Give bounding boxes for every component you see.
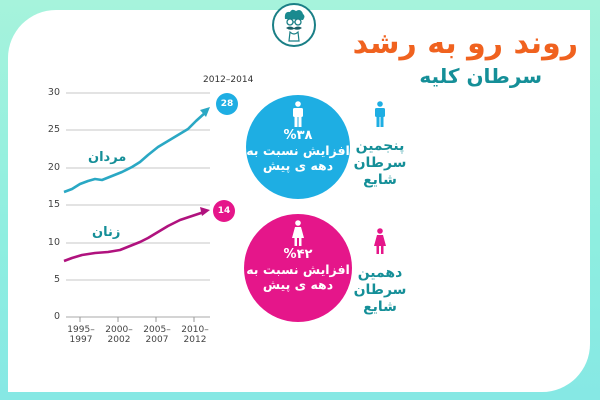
women-increase-percent: %۴۲: [283, 247, 313, 262]
women-series-line: [63, 210, 205, 263]
men-series-label: مردان: [88, 150, 127, 165]
women-increase-desc-line2: دهه ی پیش: [262, 277, 334, 292]
x-label: 2005– 2007: [143, 325, 171, 345]
female-figure-icon: [374, 228, 386, 254]
women-rank-line2: سرطان: [353, 282, 407, 298]
women-end-value-badge: 14: [213, 200, 235, 222]
period-label: 2012–2014: [203, 75, 254, 85]
y-label: 25: [47, 124, 60, 136]
x-label: 2000– 2002: [105, 325, 133, 345]
x-label: 2010– 2012: [181, 325, 209, 345]
page-title: روند رو به رشد: [352, 26, 579, 61]
x-label: 1995– 1997: [67, 325, 95, 345]
y-label: 5: [53, 273, 60, 285]
women-rank-line3: شایع: [363, 299, 397, 315]
men-rank-line2: سرطان: [353, 155, 407, 171]
y-label: 10: [47, 236, 60, 248]
men-increase-desc-line2: دهه ی پیش: [262, 158, 334, 173]
women-rank-line1: دهمین: [357, 265, 403, 281]
men-arrowhead: [200, 107, 210, 117]
men-rank-block: پنجمین سرطان شایع: [345, 100, 415, 189]
men-end-value-badge: 28: [216, 93, 238, 115]
y-label: 15: [47, 199, 60, 211]
women-increase-circle: %۴۲ افزایش نسبت به دهه ی پیش: [244, 214, 352, 322]
x-ticks: [79, 317, 195, 322]
men-rank-line1: پنجمین: [355, 138, 405, 154]
men-increase-circle: %۳۸ افزایش نسبت به دهه ی پیش: [246, 95, 350, 199]
men-rank-line3: شایع: [363, 172, 397, 188]
doctor-mascot-icon: [272, 3, 316, 47]
female-figure-icon: [292, 220, 304, 246]
y-label: 30: [47, 87, 60, 98]
male-figure-icon: [375, 101, 385, 127]
page-subtitle: سرطان کلیه: [419, 64, 542, 88]
men-increase-desc-line1: افزایش نسبت به: [246, 143, 350, 158]
men-increase-percent: %۳۸: [283, 128, 313, 143]
gridlines: [66, 92, 210, 318]
y-label: 0: [53, 311, 60, 323]
women-increase-desc-line1: افزایش نسبت به: [246, 262, 350, 277]
women-arrowhead: [200, 207, 210, 216]
women-series-label: زنان: [92, 225, 121, 240]
y-axis-labels: 30 25 20 15 10 5 0: [44, 87, 60, 325]
content-card: [8, 10, 590, 392]
women-rank-block: دهمین سرطان شایع: [345, 227, 415, 316]
y-label: 20: [47, 161, 60, 173]
male-figure-icon: [293, 101, 303, 127]
men-series-line: [63, 111, 207, 194]
